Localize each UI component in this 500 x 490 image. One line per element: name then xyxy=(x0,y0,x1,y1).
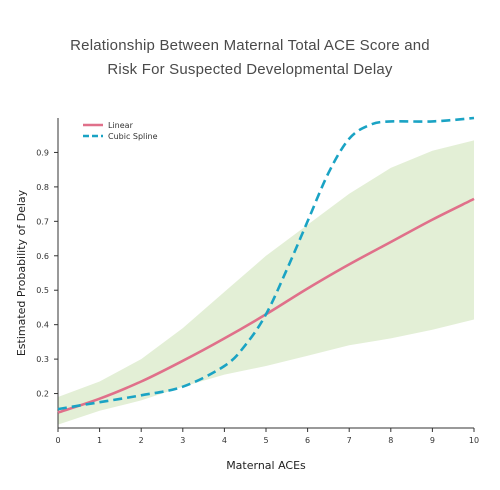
y-tick-label: 0.3 xyxy=(36,355,49,364)
x-tick-label: 10 xyxy=(469,436,479,445)
y-axis-label: Estimated Probability of Delay xyxy=(15,189,28,356)
x-tick-label: 0 xyxy=(55,436,60,445)
y-tick-label: 0.4 xyxy=(36,321,49,330)
x-tick-label: 8 xyxy=(388,436,393,445)
chart-title-line-1: Relationship Between Maternal Total ACE … xyxy=(70,37,430,54)
x-axis-label: Maternal ACEs xyxy=(226,459,306,472)
x-tick-label: 6 xyxy=(305,436,310,445)
x-tick-label: 7 xyxy=(347,436,352,445)
y-tick-label: 0.8 xyxy=(36,183,49,192)
y-tick-label: 0.6 xyxy=(36,252,49,261)
x-tick-label: 9 xyxy=(430,436,435,445)
legend-label: Linear xyxy=(108,121,134,130)
y-tick-label: 0.7 xyxy=(36,217,49,226)
x-tick-label: 5 xyxy=(263,436,268,445)
y-tick-label: 0.2 xyxy=(36,390,49,399)
y-tick-label: 0.9 xyxy=(36,148,49,157)
x-tick-label: 1 xyxy=(97,436,102,445)
confidence-band xyxy=(58,140,474,425)
x-tick-label: 4 xyxy=(222,436,227,445)
chart-title-line-2: Risk For Suspected Developmental Delay xyxy=(107,61,393,78)
legend-label: Cubic Spline xyxy=(108,132,158,141)
x-tick-label: 2 xyxy=(139,436,144,445)
x-tick-label: 3 xyxy=(180,436,185,445)
y-tick-label: 0.5 xyxy=(36,286,49,295)
